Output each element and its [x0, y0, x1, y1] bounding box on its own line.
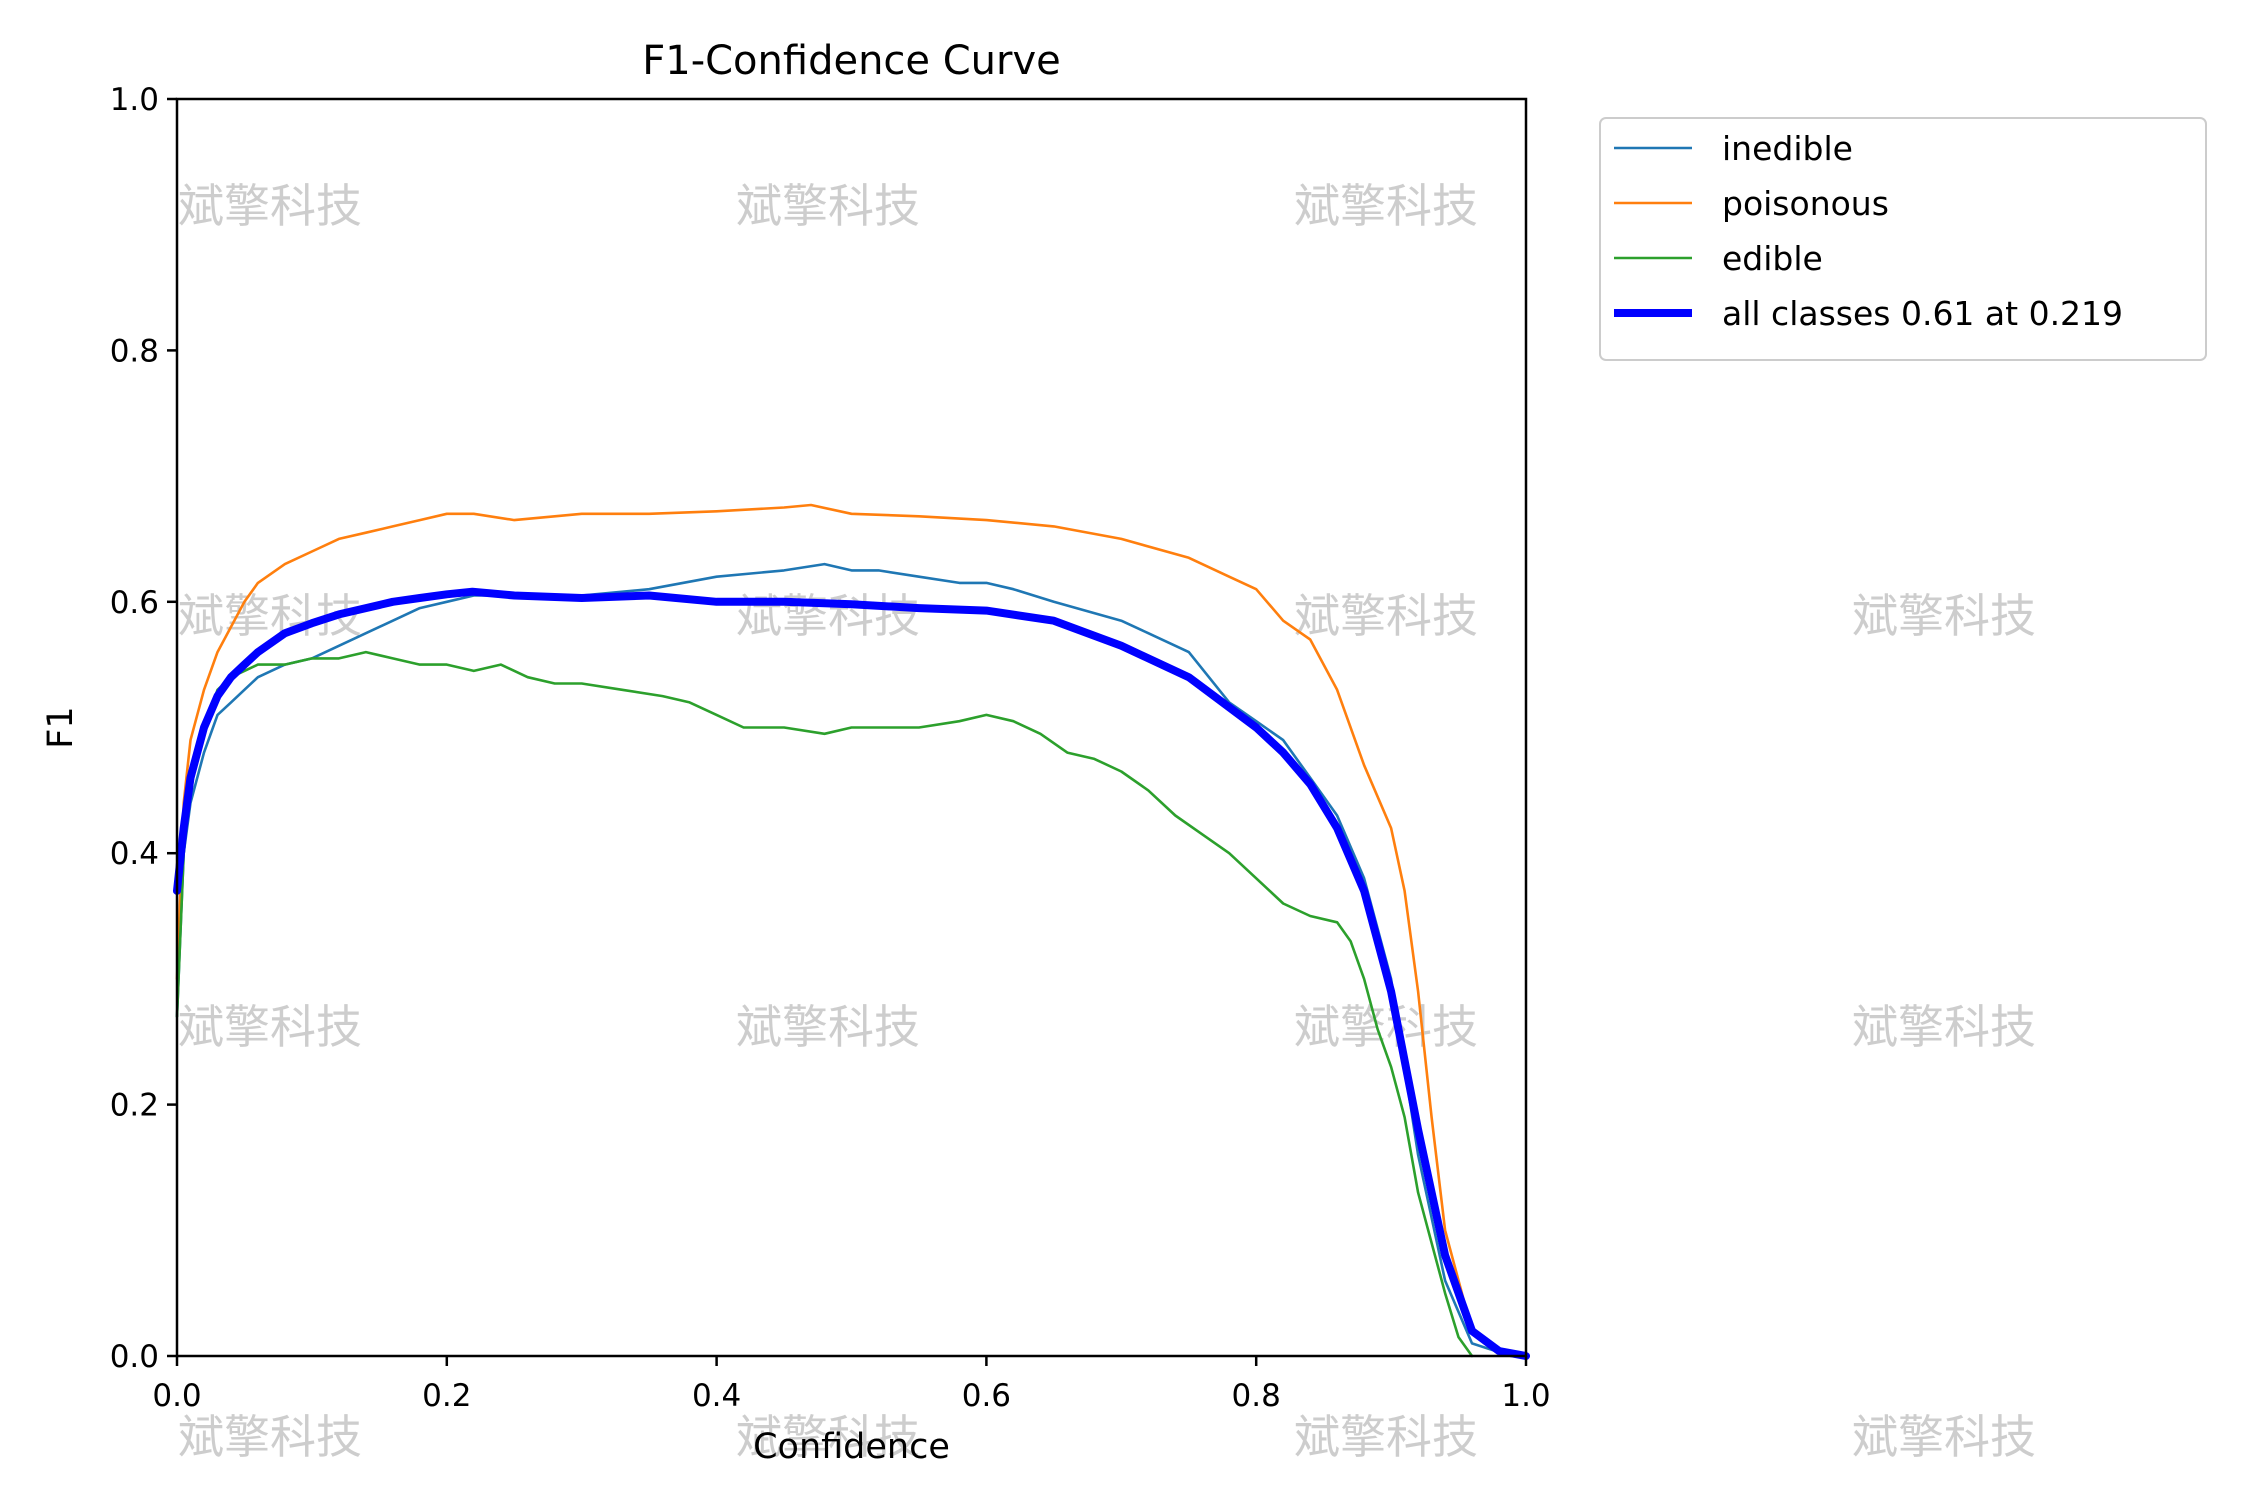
y-axis: 0.0 0.2 0.4 0.6 0.8 1.0 — [110, 82, 177, 1375]
watermark-text: 斌擎科技 — [1852, 589, 2036, 643]
legend-box — [1599, 117, 2207, 361]
x-tick-label: 0.4 — [692, 1378, 741, 1414]
x-tick-label: 0.2 — [422, 1378, 471, 1414]
watermark-text: 斌擎科技 — [178, 179, 362, 233]
y-tick-label: 0.4 — [110, 836, 159, 872]
series-line-3 — [175, 650, 1474, 1358]
legend-label: poisonous — [1722, 184, 1889, 223]
legend-label: inedible — [1722, 129, 1853, 168]
series-layer — [173, 503, 1530, 1360]
plot-frame — [175, 97, 1528, 1358]
watermark-text: 斌擎科技 — [1294, 1000, 1478, 1054]
watermark-text: 斌擎科技 — [1294, 589, 1478, 643]
x-tick-label: 0.8 — [1232, 1378, 1281, 1414]
watermark-text: 斌擎科技 — [736, 1410, 920, 1464]
x-axis: 0.0 0.2 0.4 0.6 0.8 1.0 — [152, 1356, 1551, 1414]
watermark-text: 斌擎科技 — [1294, 1410, 1478, 1464]
legend-label: edible — [1722, 239, 1823, 278]
series-line-4 — [173, 587, 1530, 1360]
watermark-text: 斌擎科技 — [178, 1000, 362, 1054]
x-axis-label: Confidence — [753, 1427, 950, 1467]
y-tick-label: 1.0 — [110, 82, 159, 118]
watermark-text: 斌擎科技 — [178, 1410, 362, 1464]
y-axis-label: F1 — [41, 706, 81, 748]
x-tick-label: 1.0 — [1501, 1378, 1550, 1414]
watermark-text: 斌擎科技 — [736, 589, 920, 643]
y-tick-label: 0.0 — [110, 1339, 159, 1375]
watermark-text: 斌擎科技 — [736, 179, 920, 233]
watermark-text: 斌擎科技 — [1294, 179, 1478, 233]
watermark-text: 斌擎科技 — [736, 1000, 920, 1054]
series-line-2 — [175, 503, 1528, 1358]
watermark-text: 斌擎科技 — [1852, 1000, 2036, 1054]
watermark-text: 斌擎科技 — [1852, 1410, 2036, 1464]
y-tick-label: 0.8 — [110, 333, 159, 369]
chart-title: F1-Confidence Curve — [642, 38, 1061, 84]
y-tick-label: 0.2 — [110, 1088, 159, 1124]
legend: inedible poisonous edible all classes 0.61 … — [1599, 117, 2207, 361]
series-line-1 — [175, 562, 1528, 1358]
legend-label: all classes 0.61 at 0.219 — [1722, 294, 2123, 333]
x-tick-label: 0.0 — [152, 1378, 201, 1414]
x-tick-label: 0.6 — [962, 1378, 1011, 1414]
y-tick-label: 0.6 — [110, 585, 159, 621]
